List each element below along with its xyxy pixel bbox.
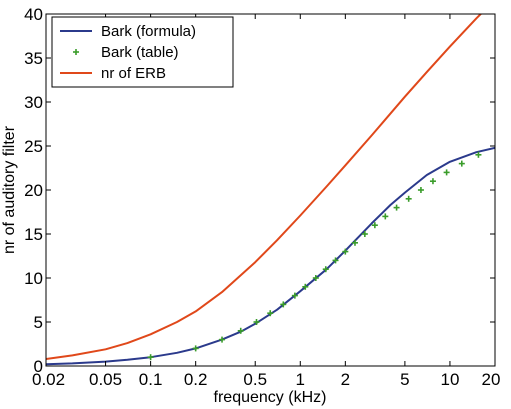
data-point-bark-table bbox=[361, 231, 368, 237]
series-line-bark-formula bbox=[46, 146, 495, 366]
legend-label-bark-formula: Bark (formula) bbox=[101, 23, 196, 40]
y-tick-label: 25 bbox=[24, 137, 43, 156]
data-point-bark-table bbox=[312, 275, 319, 281]
data-point-bark-table bbox=[351, 239, 358, 246]
data-point-bark-table bbox=[332, 257, 339, 264]
series-line-nr-of-erb bbox=[46, 14, 483, 360]
data-point-bark-table bbox=[192, 345, 199, 352]
y-tick-label: 0 bbox=[34, 357, 43, 376]
data-point-bark-table bbox=[393, 204, 400, 211]
data-point-bark-table bbox=[147, 354, 154, 361]
legend-box bbox=[51, 16, 234, 88]
data-point-bark-table bbox=[253, 319, 260, 325]
data-point-bark-table bbox=[443, 169, 450, 176]
data-point-bark-table bbox=[302, 283, 309, 290]
y-tick-label: 35 bbox=[24, 49, 43, 68]
data-point-bark-table bbox=[342, 248, 349, 255]
data-point-bark-table bbox=[458, 160, 465, 167]
x-axis-label: frequency (kHz) bbox=[214, 389, 327, 406]
x-tick-label: 1 bbox=[296, 370, 305, 389]
legend-label-bark-table: Bark (table) bbox=[101, 44, 179, 61]
data-point-bark-table bbox=[280, 301, 287, 308]
x-tick-label: 0.5 bbox=[243, 370, 267, 389]
legend-entries: Bark (formula) Bark (table) nr of ERB bbox=[60, 23, 196, 82]
data-point-bark-table bbox=[371, 222, 378, 229]
x-tick-label: 0.1 bbox=[139, 370, 163, 389]
x-tick-label: 10 bbox=[440, 370, 459, 389]
series-layer bbox=[46, 14, 495, 366]
x-tick-label: 0.05 bbox=[89, 370, 122, 389]
data-point-bark-table bbox=[237, 327, 244, 334]
y-tick-label: 15 bbox=[24, 225, 43, 244]
x-tick-label: 5 bbox=[400, 370, 409, 389]
y-tick-label: 20 bbox=[24, 181, 43, 200]
x-tick-label: 0.02 bbox=[32, 370, 65, 389]
x-tick-label: 20 bbox=[482, 370, 501, 389]
data-point-bark-table bbox=[382, 213, 389, 220]
x-tick-label: 0.2 bbox=[184, 370, 208, 389]
y-axis-label: nr of auditory filter bbox=[1, 125, 18, 254]
y-tick-label: 30 bbox=[24, 93, 43, 112]
data-point-bark-table bbox=[219, 336, 226, 343]
data-point-bark-table bbox=[429, 178, 436, 185]
legend-label-nr-of-erb: nr of ERB bbox=[101, 65, 166, 82]
y-tick-label: 40 bbox=[24, 5, 43, 24]
x-tick-label: 2 bbox=[341, 370, 350, 389]
legend: Bark (formula) Bark (table) nr of ERB bbox=[51, 16, 234, 88]
data-point-bark-table bbox=[405, 195, 412, 202]
y-tick-label: 10 bbox=[24, 269, 43, 288]
data-point-bark-table bbox=[291, 292, 298, 299]
y-tick-label: 5 bbox=[34, 313, 43, 332]
data-point-bark-table bbox=[322, 266, 329, 273]
data-point-bark-table bbox=[417, 187, 424, 193]
data-point-bark-table bbox=[267, 310, 274, 317]
data-point-bark-table bbox=[475, 151, 482, 158]
